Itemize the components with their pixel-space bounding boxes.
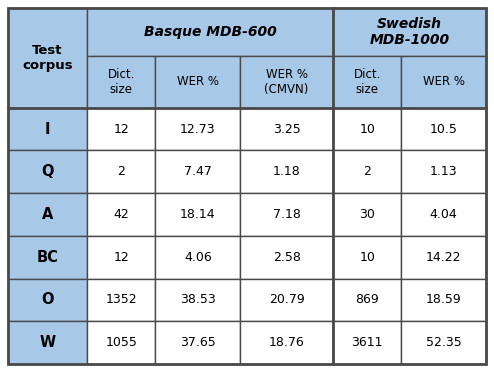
Text: 12: 12 [114, 251, 129, 264]
Bar [333, 193, 401, 236]
Bar [87, 8, 333, 56]
Text: 4.04: 4.04 [430, 208, 457, 221]
Bar [240, 193, 333, 236]
Text: 18.59: 18.59 [426, 294, 461, 307]
Text: 2.58: 2.58 [273, 251, 300, 264]
Text: 1.13: 1.13 [430, 165, 457, 178]
Text: 18.14: 18.14 [180, 208, 216, 221]
Text: 14.22: 14.22 [426, 251, 461, 264]
Bar [8, 279, 87, 321]
Bar [156, 150, 240, 193]
Bar [240, 279, 333, 321]
Bar [87, 56, 156, 108]
Text: 20.79: 20.79 [269, 294, 304, 307]
Bar [156, 193, 240, 236]
Text: 7.18: 7.18 [273, 208, 300, 221]
Text: 1.18: 1.18 [273, 165, 300, 178]
Bar [156, 321, 240, 364]
Text: O: O [41, 292, 54, 307]
Text: 52.35: 52.35 [426, 336, 461, 349]
Bar [401, 56, 486, 108]
Text: I: I [45, 122, 50, 137]
Bar [333, 108, 401, 150]
Text: BC: BC [37, 250, 59, 265]
Text: 10: 10 [359, 122, 375, 135]
Text: 2: 2 [118, 165, 125, 178]
Bar [240, 236, 333, 279]
Text: Dict.
size: Dict. size [354, 68, 381, 96]
Bar [156, 108, 240, 150]
Bar [401, 321, 486, 364]
Bar [240, 150, 333, 193]
Bar [240, 56, 333, 108]
Text: 7.47: 7.47 [184, 165, 212, 178]
Bar [401, 150, 486, 193]
Bar [87, 321, 156, 364]
Bar [333, 236, 401, 279]
Text: 12: 12 [114, 122, 129, 135]
Bar [87, 279, 156, 321]
Text: Swedish
MDB-1000: Swedish MDB-1000 [370, 17, 450, 47]
Text: 3.25: 3.25 [273, 122, 300, 135]
Bar [87, 236, 156, 279]
Bar [87, 150, 156, 193]
Bar [401, 279, 486, 321]
Bar [156, 236, 240, 279]
Bar [240, 108, 333, 150]
Text: 18.76: 18.76 [269, 336, 304, 349]
Bar [401, 108, 486, 150]
Bar [87, 108, 156, 150]
Text: 4.06: 4.06 [184, 251, 212, 264]
Text: Basque MDB-600: Basque MDB-600 [144, 25, 277, 39]
Text: 869: 869 [355, 294, 379, 307]
Text: A: A [42, 207, 53, 222]
Bar [333, 321, 401, 364]
Bar [333, 279, 401, 321]
Bar [156, 279, 240, 321]
Bar [333, 150, 401, 193]
Text: Test
corpus: Test corpus [22, 44, 73, 72]
Bar [8, 321, 87, 364]
Text: 42: 42 [114, 208, 129, 221]
Text: WER %
(CMVN): WER % (CMVN) [264, 68, 309, 96]
Bar [8, 236, 87, 279]
Text: 1352: 1352 [106, 294, 137, 307]
Bar [87, 193, 156, 236]
Text: 37.65: 37.65 [180, 336, 216, 349]
Text: Dict.
size: Dict. size [108, 68, 135, 96]
Text: W: W [40, 335, 56, 350]
Text: 10: 10 [359, 251, 375, 264]
Bar [8, 193, 87, 236]
Bar [333, 56, 401, 108]
Text: 12.73: 12.73 [180, 122, 216, 135]
Bar [8, 108, 87, 150]
Text: 1055: 1055 [105, 336, 137, 349]
Bar [333, 8, 486, 56]
Text: 38.53: 38.53 [180, 294, 216, 307]
Text: 30: 30 [359, 208, 375, 221]
Bar [240, 321, 333, 364]
Bar [401, 236, 486, 279]
Bar [401, 193, 486, 236]
Bar [8, 150, 87, 193]
Text: 2: 2 [363, 165, 371, 178]
Bar [156, 56, 240, 108]
Text: WER %: WER % [177, 76, 219, 89]
Bar [8, 8, 87, 108]
Text: 3611: 3611 [351, 336, 383, 349]
Text: Q: Q [41, 164, 54, 179]
Text: 10.5: 10.5 [430, 122, 457, 135]
Text: WER %: WER % [423, 76, 465, 89]
